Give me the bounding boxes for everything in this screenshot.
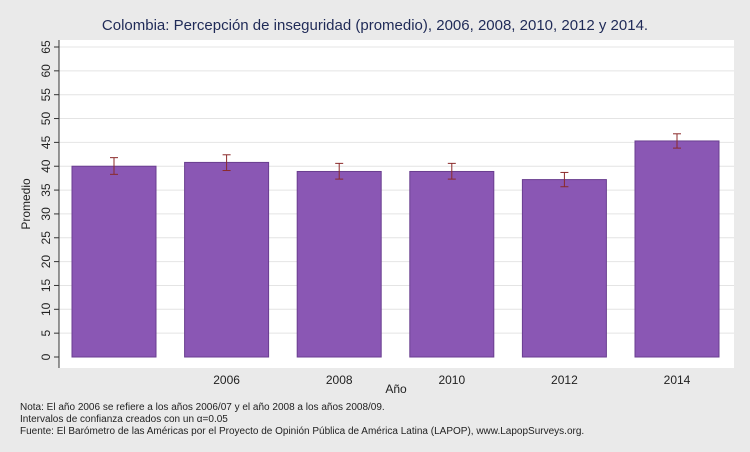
y-tick-label: 45: [39, 135, 53, 149]
y-tick-label: 5: [39, 329, 53, 336]
bar: [184, 161, 270, 358]
x-tick-label: 2012: [551, 373, 578, 387]
y-tick-label: 25: [39, 231, 53, 245]
bar: [634, 140, 720, 358]
y-tick-label: 50: [39, 112, 53, 126]
x-tick-label: 2010: [438, 373, 465, 387]
x-tick-label: 2006: [213, 373, 240, 387]
y-axis-label: Promedio: [19, 178, 33, 230]
bars: [71, 140, 720, 358]
y-tick-label: 30: [39, 207, 53, 221]
x-tick-label: 2014: [664, 373, 691, 387]
x-tick-label: 2008: [326, 373, 353, 387]
y-tick-label: 10: [39, 302, 53, 316]
x-axis-label: Año: [385, 382, 407, 396]
y-axis-ticks: 0 5 10 15 20 25 30 35 40 45 50 55 60 65: [39, 40, 59, 360]
y-tick-label: 55: [39, 88, 53, 102]
confidence-interval-note: Intervalos de confianza creados con un α…: [20, 414, 228, 425]
bar: [409, 170, 495, 358]
y-tick-label: 15: [39, 278, 53, 292]
x-axis-ticks: 2006 2008 2010 2012 2014: [213, 373, 690, 387]
y-tick-label: 65: [39, 40, 53, 54]
y-tick-label: 0: [39, 353, 53, 360]
note-text: Nota: El año 2006 se refiere a los años …: [20, 402, 385, 413]
error-bars: [110, 133, 681, 188]
y-tick-label: 60: [39, 64, 53, 78]
bar: [296, 170, 382, 358]
y-tick-label: 40: [39, 159, 53, 173]
gridlines: [59, 46, 734, 334]
chart-title: Colombia: Percepción de inseguridad (pro…: [102, 17, 648, 34]
bar: [521, 179, 607, 358]
plot-area: [59, 40, 734, 368]
bar: [71, 165, 157, 358]
y-tick-label: 20: [39, 255, 53, 269]
y-tick-label: 35: [39, 183, 53, 197]
source-note: Fuente: El Barómetro de las Américas por…: [20, 426, 585, 437]
